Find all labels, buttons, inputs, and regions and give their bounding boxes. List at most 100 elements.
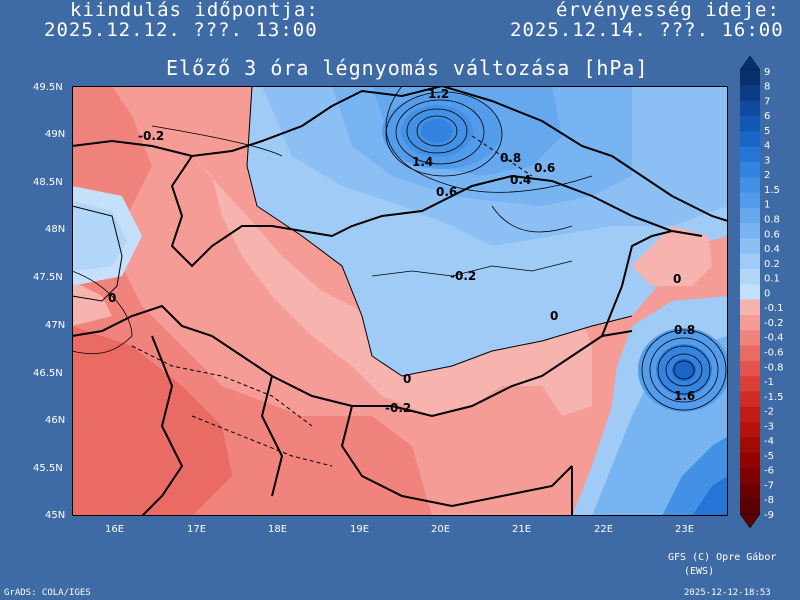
colorbar-cell [740, 437, 760, 454]
contour-label: 0 [550, 309, 558, 323]
lat-label: 49N [45, 129, 65, 140]
contour-label: 1.6 [674, 389, 695, 403]
colorbar: 9 8 7 6 5 4 3 2 1.5 1 0.8 0.6 0.4 0.2 0.1 0 -0.1 -0.2 -0.4… [739, 56, 784, 529]
colorbar-label: 6 [764, 111, 770, 122]
colorbar-label: 0.4 [764, 244, 780, 255]
contour-label: -0.2 [385, 401, 411, 415]
lon-label: 23E [675, 524, 694, 535]
contour-label: -0.2 [138, 129, 164, 143]
colorbar-bottom-arrow [739, 513, 761, 529]
colorbar-cell [740, 223, 760, 239]
colorbar-cell [740, 498, 760, 515]
contour-label: 0.6 [436, 185, 457, 199]
colorbar-cell [740, 269, 760, 285]
lon-label: 21E [512, 524, 531, 535]
colorbar-cell [740, 115, 760, 132]
colorbar-cell [740, 70, 760, 86]
colorbar-label: -5 [764, 451, 774, 462]
contour-label: 0.8 [500, 151, 521, 165]
colorbar-cell [740, 238, 760, 255]
colorbar-label: -2 [764, 407, 774, 418]
valid-time-label: érvényesség ideje: [556, 0, 780, 21]
lat-label: 48N [45, 224, 65, 235]
colorbar-cell [740, 85, 760, 101]
colorbar-cell [740, 131, 760, 147]
colorbar-label: 9 [764, 67, 770, 78]
axis-labels: 49.5N 49N 48.5N 48N 47.5N 47N 46.5N 46N … [33, 82, 694, 535]
init-time-value: 2025.12.12. ???. 13:00 [44, 19, 318, 41]
lat-label: 49.5N [33, 82, 63, 93]
colorbar-cell [740, 161, 760, 178]
colorbar-label: 8 [764, 82, 770, 93]
lon-label: 17E [187, 524, 206, 535]
colorbar-cell [740, 376, 760, 392]
lon-label: 22E [594, 524, 613, 535]
colorbar-label: 2 [764, 170, 770, 181]
lat-label: 45N [45, 510, 65, 521]
lon-label: 16E [105, 524, 124, 535]
lat-label: 47N [45, 320, 65, 331]
colorbar-cell [740, 207, 760, 224]
colorbar-label: 0.8 [764, 215, 780, 226]
colorbar-cell [740, 406, 760, 423]
contour-label: 0.6 [534, 161, 555, 175]
contour-label: 0 [403, 372, 411, 386]
colorbar-cell [740, 452, 760, 469]
colorbar-cell [740, 192, 760, 209]
lon-label: 19E [350, 524, 369, 535]
contour-label: -0.2 [450, 269, 476, 283]
lat-label: 46N [45, 415, 65, 426]
lat-label: 48.5N [33, 177, 63, 188]
colorbar-cell [740, 330, 760, 346]
lon-label: 18E [268, 524, 287, 535]
colorbar-label: -0.1 [764, 303, 784, 314]
colorbar-label: 5 [764, 126, 770, 137]
contour-label: 1.4 [412, 155, 433, 169]
colorbar-cell [740, 360, 760, 377]
colorbar-label: 0.6 [764, 229, 780, 240]
colorbar-label: -0.2 [764, 318, 784, 329]
colorbar-label: 0 [764, 288, 770, 299]
colorbar-label: 7 [764, 96, 770, 107]
colorbar-label: -4 [764, 436, 774, 447]
colorbar-label: -9 [764, 510, 774, 521]
colorbar-cell [740, 314, 760, 331]
colorbar-label: -7 [764, 480, 774, 491]
lat-label: 45.5N [33, 463, 63, 474]
grads-credit: GrADS: COLA/IGES [4, 588, 91, 598]
colorbar-label: -3 [764, 421, 774, 432]
init-time-label: kiindulás időpontja: [70, 0, 319, 21]
model-credit-ews: (EWS) [684, 566, 715, 577]
lon-label: 20E [431, 524, 450, 535]
colorbar-label: 3 [764, 155, 770, 166]
colorbar-cell [740, 100, 760, 117]
lat-label: 46.5N [33, 368, 63, 379]
contour-label: 0.8 [674, 323, 695, 337]
colorbar-label: -0.4 [764, 333, 784, 344]
colorbar-label: -1 [764, 377, 774, 388]
colorbar-cell [740, 284, 760, 300]
colorbar-label: 1.5 [764, 185, 780, 196]
contour-label: 0.4 [510, 173, 531, 187]
negative-strongest-area [72, 326, 232, 516]
colorbar-cell [740, 468, 760, 484]
colorbar-label: -1.5 [764, 392, 784, 403]
colorbar-cell [740, 391, 760, 408]
colorbar-cell [740, 177, 760, 193]
colorbar-label: 4 [764, 141, 770, 152]
colorbar-cell [740, 345, 760, 362]
colorbar-cell [740, 299, 760, 316]
valid-time-value: 2025.12.14. ???. 16:00 [510, 19, 784, 41]
colorbar-cell [740, 253, 760, 270]
colorbar-label: 0.1 [764, 274, 780, 285]
contour-label: 0 [673, 272, 681, 286]
pressure-change-map: 1.2 -0.2 1.4 0.8 0.6 0.4 0.6 -0.2 0 0 0 … [72, 86, 728, 516]
generated-timestamp: 2025-12-12-18:53 [684, 588, 771, 598]
colorbar-label: 1 [764, 200, 770, 211]
contour-label: 1.2 [428, 87, 449, 101]
colorbar-cell [740, 422, 760, 438]
lat-label: 47.5N [33, 272, 63, 283]
colorbar-label: -6 [764, 466, 774, 477]
model-credit: GFS (C) Opre Gábor [668, 552, 777, 563]
map-title: Előző 3 óra légnyomás változása [hPa] [166, 56, 649, 80]
